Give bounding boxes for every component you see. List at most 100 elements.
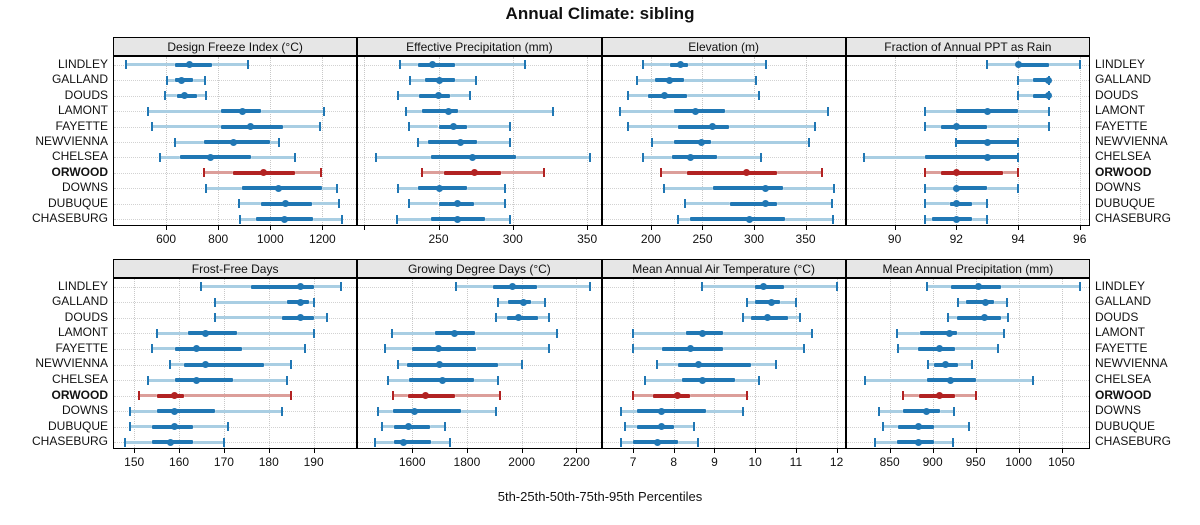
whisker-5th-25th: [382, 425, 395, 429]
whisker-cap: [758, 91, 761, 101]
site-label-right: NEWVIENNA: [1095, 356, 1168, 371]
whisker-5th-25th: [151, 125, 221, 129]
iqr-bar-25th-75th: [1033, 78, 1049, 83]
grid-line-horizontal: [602, 426, 845, 428]
whisker-75th-95th: [958, 363, 973, 366]
axis-tick: [268, 449, 270, 453]
whisker-5th-25th: [175, 140, 204, 144]
whisker-75th-95th: [734, 378, 760, 382]
grid-line-vertical: [795, 279, 797, 448]
iqr-bar-25th-75th: [175, 62, 212, 67]
whisker-cap: [166, 75, 169, 85]
median-dot: [983, 138, 991, 146]
chart-title: Annual Climate: sibling: [505, 4, 695, 23]
whisker-cap: [508, 214, 511, 224]
axis-tick-label: 600: [156, 232, 177, 246]
median-dot: [694, 361, 702, 368]
whisker-cap: [660, 168, 663, 178]
axis-tick-label: 12: [829, 455, 844, 469]
whisker-cap: [1007, 313, 1010, 323]
whisker-cap: [635, 75, 638, 85]
whisker-cap: [397, 360, 400, 369]
whisker-cap: [835, 282, 838, 292]
whisker-cap: [925, 282, 928, 292]
whisker-cap: [548, 313, 551, 323]
site-label-left: ORWOOD: [51, 164, 108, 179]
iqr-bar-25th-75th: [408, 393, 455, 398]
median-dot: [660, 92, 668, 100]
whisker-cap: [222, 437, 225, 447]
whisker-cap: [986, 214, 989, 224]
whisker-5th-25th: [201, 285, 251, 289]
median-dot: [193, 376, 201, 384]
grid-line-horizontal: [846, 80, 1089, 82]
median-dot: [435, 92, 442, 100]
site-label-right: DUBUQUE: [1095, 418, 1156, 433]
grid-line-vertical: [1061, 279, 1063, 448]
whisker-cap: [619, 106, 622, 116]
median-dot: [698, 376, 706, 384]
whisker-5th-25th: [948, 316, 957, 320]
whisker-cap: [1017, 75, 1020, 85]
iqr-bar-25th-75th: [690, 217, 785, 222]
whisker-cap: [322, 106, 325, 116]
whisker-cap: [901, 391, 904, 401]
median-dot: [983, 107, 991, 115]
whisker-5th-25th: [455, 285, 493, 289]
whisker-cap: [213, 297, 216, 307]
whisker-75th-95th: [466, 186, 506, 190]
iqr-bar-25th-75th: [174, 378, 233, 383]
site-label-right: ORWOOD: [1095, 164, 1152, 179]
whisker-5th-25th: [203, 171, 233, 175]
whisker-75th-95th: [250, 155, 296, 159]
site-label-left: LAMONT: [57, 325, 108, 340]
grid-line-horizontal: [114, 95, 357, 97]
site-label-right: ORWOOD: [1095, 387, 1152, 402]
grid-line-vertical: [166, 57, 168, 225]
whisker-75th-95th: [211, 63, 249, 67]
grid-line-horizontal: [358, 317, 601, 319]
whisker-cap: [338, 199, 341, 209]
whisker-5th-25th: [747, 300, 756, 304]
site-label-right: CHELSEA: [1095, 149, 1152, 164]
axis-tick-label: 850: [879, 455, 900, 469]
panel-plot: [113, 56, 358, 226]
whisker-cap: [551, 106, 554, 116]
iqr-bar-25th-75th: [755, 300, 780, 305]
whisker-75th-95th: [971, 217, 988, 221]
whisker-5th-25th: [925, 125, 941, 129]
whisker-cap: [746, 297, 749, 307]
whisker-cap: [952, 437, 955, 447]
grid-line-vertical: [364, 57, 366, 225]
median-dot: [952, 123, 960, 131]
axis-tick: [134, 449, 136, 453]
site-label-left: DUBUQUE: [47, 418, 108, 433]
whisker-cap: [803, 344, 806, 354]
whisker-75th-95th: [779, 300, 796, 304]
axis-tick: [932, 449, 934, 453]
whisker-75th-95th: [722, 347, 805, 351]
whisker-5th-25th: [684, 202, 731, 206]
whisker-cap: [494, 406, 497, 416]
median-dot: [952, 200, 960, 208]
axis-tick-label: 96: [1073, 232, 1087, 246]
iqr-bar-25th-75th: [956, 315, 1002, 320]
panel-header: Mean Annual Air Temperature (°C): [601, 259, 846, 278]
whisker-75th-95th: [939, 409, 955, 413]
whisker-cap: [383, 344, 386, 354]
whisker-75th-95th: [454, 394, 500, 398]
median-dot: [436, 361, 444, 368]
whisker-75th-95th: [690, 394, 748, 398]
whisker-75th-95th: [515, 155, 591, 159]
whisker-cap: [619, 437, 622, 447]
whisker-75th-95th: [538, 316, 550, 320]
site-label-right: CHELSEA: [1095, 372, 1152, 387]
axis-tick-label: 350: [577, 232, 598, 246]
whisker-cap: [1079, 282, 1082, 292]
grid-line-horizontal: [846, 411, 1089, 413]
iqr-bar-25th-75th: [653, 393, 691, 398]
whisker-5th-25th: [147, 109, 221, 113]
axis-tick: [412, 449, 414, 453]
whisker-cap: [741, 406, 744, 416]
whisker-cap: [746, 391, 749, 401]
